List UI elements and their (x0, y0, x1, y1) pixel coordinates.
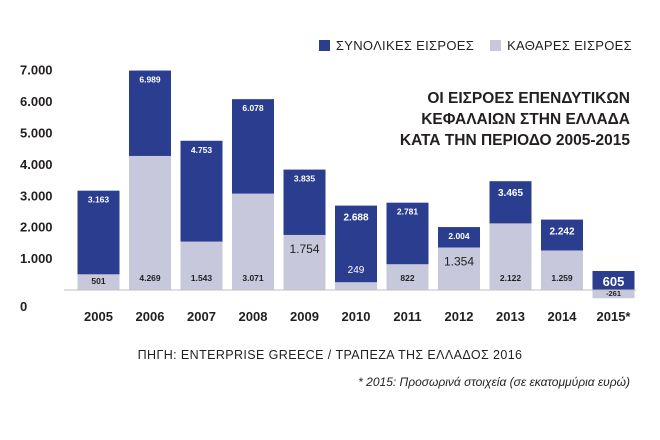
y-tick-label: 5.000 (20, 126, 53, 141)
net-value-label: 1.543 (191, 273, 213, 283)
x-tick-label: 2012 (445, 309, 474, 324)
chart-title-line-1: ΟΙ ΕΙΣΡΟΕΣ ΕΠΕΝΔΥΤΙΚΩΝ (427, 90, 630, 107)
net-value-label: 2.122 (500, 273, 522, 283)
net-value-label: 249 (348, 265, 365, 276)
total-value-label: 6.989 (139, 75, 161, 85)
x-tick-label: 2008 (239, 309, 268, 324)
net-value-label: 1.754 (289, 242, 319, 256)
bar-total (592, 271, 635, 290)
legend-label-net: ΚΑΘΑΡΕΣ ΕΙΣΡΟΕΣ (507, 38, 632, 53)
bar-net (489, 223, 532, 290)
total-value-label: 4.753 (191, 145, 213, 155)
y-axis: 0 1.000 2.000 3.000 4.000 5.000 6.000 7.000 (20, 63, 53, 314)
bar-net (283, 234, 326, 290)
chart-title-line-2: ΚΕΦΑΛΑΙΩΝ ΣΤΗΝ ΕΛΛΑΔΑ (421, 111, 630, 128)
net-value-label: 1.259 (551, 273, 573, 283)
bar-net (386, 264, 429, 290)
total-value-label: 2.242 (549, 227, 574, 238)
bar-total (335, 205, 377, 290)
bar-net (592, 290, 635, 299)
y-tick-label: 4.000 (20, 157, 53, 172)
y-tick-label: 7.000 (20, 63, 53, 78)
y-tick-label: 3.000 (20, 188, 53, 203)
y-tick-label: 1.000 (20, 251, 53, 266)
legend-label-total: ΣΥΝΟΛΙΚΕΣ ΕΙΣΡΟΕΣ (335, 38, 475, 53)
x-tick-label: 2006 (136, 309, 165, 324)
bar-net (232, 193, 274, 290)
source-note: ΠΗΓΗ: ENTERPRISE GREECE / ΤΡΑΠΕΖΑ ΤΗΣ ΕΛ… (137, 348, 523, 362)
chart-title: ΟΙ ΕΙΣΡΟΕΣ ΕΠΕΝΔΥΤΙΚΩΝ ΚΕΦΑΛΑΙΩΝ ΣΤΗΝ ΕΛ… (370, 88, 630, 151)
net-value-label: 822 (400, 273, 414, 283)
total-value-label: 3.835 (294, 174, 316, 184)
bar-net (541, 250, 583, 290)
total-value-label: 6.078 (242, 103, 264, 113)
x-tick-label: 2013 (496, 309, 525, 324)
bar-net (77, 274, 120, 290)
bar-net (180, 241, 223, 290)
x-tick-label: 2014 (548, 309, 578, 324)
total-value-label: 3.465 (498, 188, 523, 199)
footnote: * 2015: Προσωρινά στοιχεία (σε εκατομμύρ… (358, 375, 630, 389)
x-tick-label: 2005 (84, 309, 113, 324)
net-value-label: 3.071 (242, 273, 264, 283)
net-value-label: 501 (91, 276, 105, 286)
value-labels: 3.163 501 6.989 4.269 4.753 1.543 6.078 3.071 3.… (88, 75, 624, 299)
chart-title-line-3: ΚΑΤΑ ΤΗΝ ΠΕΡΙΟΔΟ 2005-2015 (399, 132, 630, 149)
net-value-label: -261 (606, 289, 621, 298)
total-value-label: 2.781 (397, 207, 419, 217)
total-value-label: 2.004 (448, 231, 470, 241)
x-tick-label: 2007 (187, 309, 216, 324)
x-tick-label: 2011 (393, 309, 421, 324)
y-tick-label: 6.000 (20, 94, 53, 109)
bars (77, 70, 635, 299)
bar-net (438, 247, 480, 290)
legend-item-total: ΣΥΝΟΛΙΚΕΣ ΕΙΣΡΟΕΣ (318, 38, 475, 53)
total-value-label: 2.688 (343, 213, 368, 224)
x-axis: 2005 2006 2007 2008 2009 2010 2011 2012 2013 2014… (64, 289, 636, 324)
legend-item-net: ΚΑΘΑΡΕΣ ΕΙΣΡΟΕΣ (490, 38, 632, 53)
legend-swatch-total (318, 40, 330, 51)
x-tick-label: 2015* (597, 309, 632, 324)
y-tick-label: 0 (20, 299, 27, 314)
total-value-label: 605 (603, 274, 625, 289)
legend-swatch-net (490, 40, 502, 51)
bar-net (335, 282, 377, 290)
legend: ΣΥΝΟΛΙΚΕΣ ΕΙΣΡΟΕΣ ΚΑΘΑΡΕΣ ΕΙΣΡΟΕΣ (303, 38, 632, 53)
net-value-label: 4.269 (139, 273, 161, 283)
bar-total (77, 190, 120, 290)
net-value-label: 1.354 (444, 254, 474, 268)
x-tick-label: 2010 (342, 309, 371, 324)
bar-net (129, 155, 171, 290)
x-tick-label: 2009 (290, 309, 319, 324)
y-tick-label: 2.000 (20, 220, 53, 235)
total-value-label: 3.163 (88, 195, 110, 205)
